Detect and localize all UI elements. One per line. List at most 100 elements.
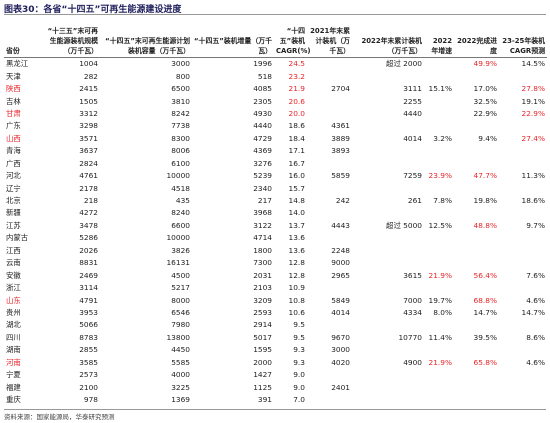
value-cell: 65.8% <box>473 357 497 367</box>
empty-cell <box>352 182 424 194</box>
empty-cell <box>424 108 454 120</box>
column-header: “十三五”末可再生能源装机规模（万千瓦） <box>44 16 100 58</box>
value-cell: 3810 <box>171 96 190 106</box>
value-cell: 39.5% <box>473 332 497 342</box>
value-cell: 4.6% <box>526 357 545 367</box>
title-rule <box>4 14 546 15</box>
value-cell: 2965 <box>331 270 350 280</box>
table-row: 湖北 5066 7980 2914 9.5 <box>4 319 547 331</box>
empty-cell <box>424 70 454 82</box>
value-cell: 14.7% <box>473 307 497 317</box>
value-cell: 超过 5000 <box>386 220 422 230</box>
empty-cell <box>424 95 454 107</box>
column-header: 2022年末累计装机（万千瓦） <box>352 16 424 58</box>
empty-cell <box>424 394 454 406</box>
table-row: 湖南 2855 4450 1595 9.3 3000 <box>4 344 547 356</box>
value-cell: 10.6 <box>288 307 305 317</box>
value-cell: 3111 <box>403 84 422 94</box>
table-row: 黑龙江 1004 3000 1996 24.5 超过 2000 49.9% 14.5% <box>4 58 547 71</box>
empty-cell <box>307 369 352 381</box>
value-cell: 5217 <box>171 283 190 293</box>
value-cell: 16.0 <box>288 171 305 181</box>
value-cell: 3615 <box>403 270 422 280</box>
value-cell: 21.9% <box>428 270 452 280</box>
empty-cell <box>499 394 547 406</box>
value-cell: 1004 <box>79 59 98 69</box>
value-cell: 2103 <box>253 283 272 293</box>
value-cell: 1800 <box>253 245 272 255</box>
value-cell: 2000 <box>253 357 272 367</box>
province-cell: 浙江 <box>6 283 21 293</box>
table-row: 宁夏 2573 4000 1427 9.0 <box>4 369 547 381</box>
value-cell: 9000 <box>331 258 350 268</box>
value-cell: 4440 <box>403 108 422 118</box>
province-cell: 甘肃 <box>6 108 21 118</box>
empty-cell <box>424 232 454 244</box>
empty-cell <box>454 369 499 381</box>
value-cell: 7980 <box>171 320 190 330</box>
value-cell: 4014 <box>331 307 350 317</box>
empty-cell <box>454 70 499 82</box>
column-header: “十四五”装机增量（万千瓦） <box>192 16 274 58</box>
table-row: 安徽 2469 4500 2031 12.8 2965 3615 21.9% 56.4% 7.6% <box>4 269 547 281</box>
value-cell: 8831 <box>79 258 98 268</box>
column-header: 23-25年装机CAGR预测 <box>499 16 547 58</box>
province-cell: 湖北 <box>6 320 21 330</box>
table-row: 山西 3571 8300 4729 18.4 3889 4014 3.2% 9.4% 27.4% <box>4 133 547 145</box>
value-cell: 2305 <box>253 96 272 106</box>
empty-cell <box>307 319 352 331</box>
value-cell: 12.8 <box>288 258 305 268</box>
value-cell: 48.8% <box>473 220 497 230</box>
empty-cell <box>454 207 499 219</box>
province-cell: 河北 <box>6 171 21 181</box>
value-cell: 10000 <box>166 171 190 181</box>
province-cell: 宁夏 <box>6 370 21 380</box>
value-cell: 9.3 <box>293 357 305 367</box>
value-cell: 3571 <box>79 133 98 143</box>
empty-cell <box>454 158 499 170</box>
value-cell: 13.7 <box>288 220 305 230</box>
value-cell: 4500 <box>171 270 190 280</box>
value-cell: 9.5 <box>293 320 305 330</box>
value-cell: 3968 <box>253 208 272 218</box>
value-cell: 47.7% <box>473 171 497 181</box>
empty-cell <box>499 369 547 381</box>
value-cell: 4443 <box>331 220 350 230</box>
province-cell: 湖南 <box>6 345 21 355</box>
value-cell: 6500 <box>171 84 190 94</box>
value-cell: 1369 <box>171 395 190 405</box>
column-header: “十四五”末可再生能源计划装机容量（万千瓦） <box>100 16 192 58</box>
value-cell: 1595 <box>253 345 272 355</box>
value-cell: 4272 <box>79 208 98 218</box>
value-cell: 4518 <box>171 183 190 193</box>
empty-cell <box>454 381 499 393</box>
province-cell: 内蒙古 <box>6 233 29 243</box>
empty-cell <box>424 158 454 170</box>
value-cell: 19.7% <box>428 295 452 305</box>
empty-cell <box>454 145 499 157</box>
table-row: 新疆 4272 8240 3968 14.0 <box>4 207 547 219</box>
column-header: 2022完成进度 <box>454 16 499 58</box>
value-cell: 2100 <box>79 382 98 392</box>
value-cell: 2248 <box>331 245 350 255</box>
value-cell: 21.9% <box>428 357 452 367</box>
empty-cell <box>424 257 454 269</box>
table-row: 河南 3585 5585 2000 9.3 4020 4900 21.9% 65.8% 4.6% <box>4 357 547 369</box>
value-cell: 27.4% <box>521 133 545 143</box>
table-row: 四川 8783 13800 5017 9.5 9670 10770 11.4% 39.5% 8.6… <box>4 332 547 344</box>
value-cell: 3893 <box>331 146 350 156</box>
table-row: 辽宁 2178 4518 2340 15.7 <box>4 182 547 194</box>
empty-cell <box>454 232 499 244</box>
empty-cell <box>352 282 424 294</box>
value-cell: 17.1 <box>288 146 305 156</box>
empty-cell <box>424 369 454 381</box>
table-row: 广西 2824 6100 3276 16.7 <box>4 158 547 170</box>
value-cell: 4334 <box>403 307 422 317</box>
empty-cell <box>499 145 547 157</box>
empty-cell <box>499 282 547 294</box>
value-cell: 7259 <box>403 171 422 181</box>
empty-cell <box>499 120 547 132</box>
table-row: 福建 2100 3225 1125 9.0 2401 <box>4 381 547 393</box>
empty-cell <box>499 158 547 170</box>
province-cell: 山东 <box>6 295 21 305</box>
